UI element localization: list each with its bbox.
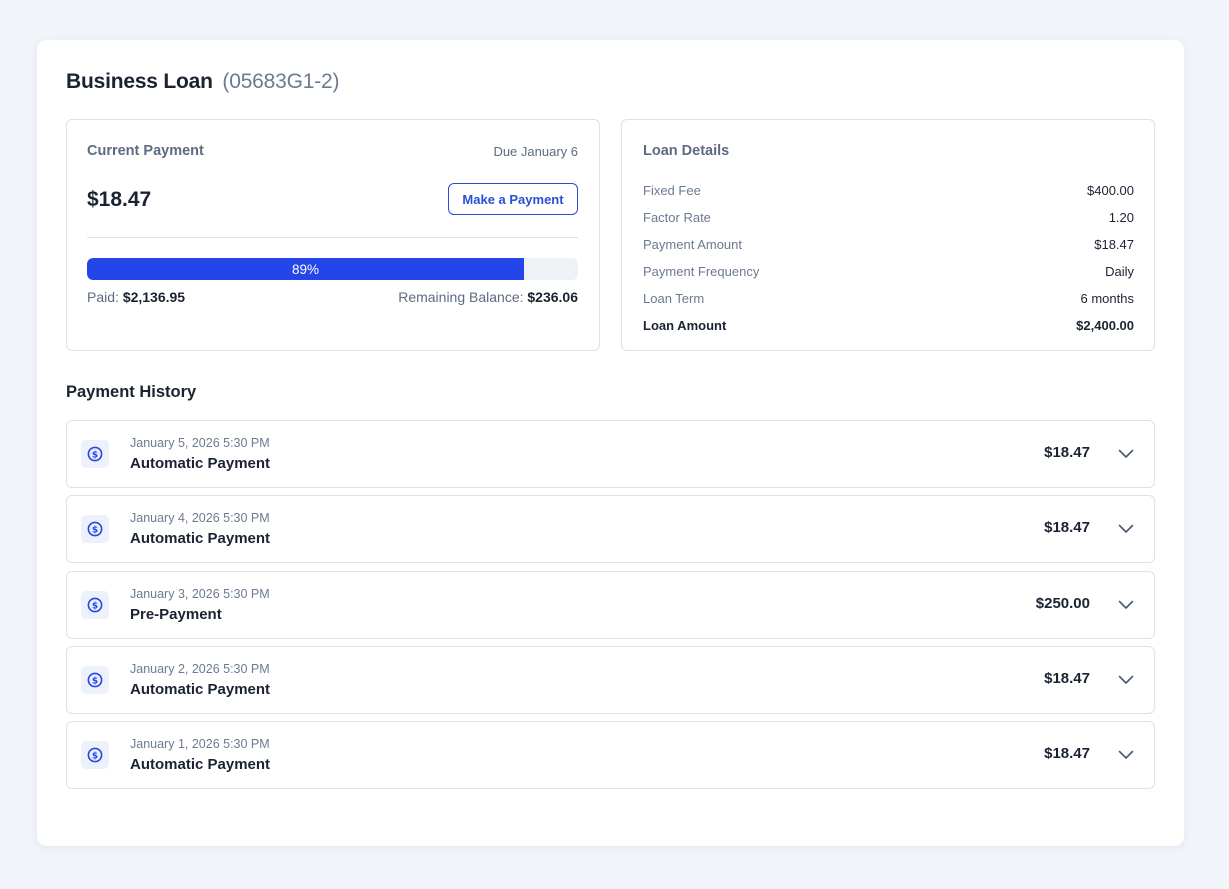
loan-page-card: Business Loan (05683G1-2) Current Paymen… bbox=[37, 40, 1184, 846]
loan-id: (05683G1-2) bbox=[222, 70, 340, 93]
detail-row-payment-frequency: Payment Frequency Daily bbox=[643, 258, 1134, 285]
dollar-circle-icon: $ bbox=[81, 665, 109, 694]
payment-amount: $18.47 bbox=[1044, 745, 1090, 762]
detail-label: Factor Rate bbox=[643, 210, 711, 225]
svg-text:$: $ bbox=[92, 751, 98, 761]
payment-history-row[interactable]: $ January 3, 2026 5:30 PM Pre-Payment $2… bbox=[66, 570, 1155, 639]
dollar-circle-icon: $ bbox=[81, 515, 109, 544]
payment-date: January 1, 2026 5:30 PM bbox=[130, 737, 270, 751]
payment-date: January 2, 2026 5:30 PM bbox=[130, 661, 270, 676]
page-title-text: Business Loan bbox=[66, 70, 213, 93]
payment-history-heading: Payment History bbox=[66, 383, 197, 401]
payment-amount: $18.47 bbox=[1044, 669, 1090, 687]
payment-date: January 4, 2026 5:30 PM bbox=[130, 511, 270, 526]
payment-date: January 5, 2026 5:30 PM bbox=[130, 436, 270, 450]
current-payment-amount: $18.47 bbox=[87, 188, 152, 211]
payment-type: Automatic Payment bbox=[130, 455, 271, 472]
detail-label: Loan Amount bbox=[643, 318, 727, 333]
payment-amount: $18.47 bbox=[1044, 519, 1090, 537]
payment-history-row[interactable]: $ January 2, 2026 5:30 PM Automatic Paym… bbox=[66, 645, 1155, 714]
panel-divider bbox=[87, 237, 578, 238]
remaining-balance-line: Remaining Balance: $236.06 bbox=[398, 289, 578, 305]
svg-text:$: $ bbox=[92, 676, 98, 686]
dollar-circle-icon: $ bbox=[81, 590, 109, 619]
paid-value: $2,136.95 bbox=[122, 289, 186, 305]
svg-text:$: $ bbox=[92, 601, 98, 611]
svg-text:$: $ bbox=[92, 526, 98, 536]
dollar-circle-icon: $ bbox=[81, 440, 109, 468]
payment-date: January 3, 2026 5:30 PM bbox=[130, 586, 270, 601]
payment-type: Automatic Payment bbox=[130, 756, 271, 773]
payment-history-row[interactable]: $ January 1, 2026 5:30 PM Automatic Paym… bbox=[66, 721, 1155, 789]
detail-value: $400.00 bbox=[1087, 183, 1134, 198]
detail-value: $2,400.00 bbox=[1076, 318, 1134, 333]
remaining-label: Remaining Balance: bbox=[398, 289, 524, 305]
chevron-down-icon[interactable] bbox=[1116, 745, 1136, 765]
payment-amount: $250.00 bbox=[1035, 594, 1090, 612]
detail-label: Fixed Fee bbox=[643, 183, 701, 198]
paid-amount-line: Paid: $2,136.95 bbox=[87, 289, 185, 305]
dollar-circle-icon: $ bbox=[81, 741, 109, 769]
payment-type: Pre-Payment bbox=[130, 605, 222, 623]
chevron-down-icon[interactable] bbox=[1116, 670, 1136, 690]
chevron-down-icon[interactable] bbox=[1116, 595, 1136, 615]
chevron-down-icon[interactable] bbox=[1116, 519, 1136, 539]
payment-amount: $18.47 bbox=[1044, 444, 1090, 461]
chevron-down-icon[interactable] bbox=[1116, 444, 1136, 464]
loan-details-list: Fixed Fee $400.00 Factor Rate 1.20 Payme… bbox=[643, 177, 1134, 339]
detail-value: $18.47 bbox=[1094, 237, 1134, 252]
loan-details-heading: Loan Details bbox=[643, 143, 730, 159]
page-title: Business Loan (05683G1-2) bbox=[66, 70, 339, 94]
detail-row-loan-amount: Loan Amount $2,400.00 bbox=[643, 312, 1134, 339]
detail-label: Payment Frequency bbox=[643, 264, 760, 279]
payment-history-row[interactable]: $ January 5, 2026 5:30 PM Automatic Paym… bbox=[66, 420, 1155, 488]
detail-value: Daily bbox=[1105, 264, 1134, 279]
detail-row-loan-term: Loan Term 6 months bbox=[643, 285, 1134, 312]
due-date: Due January 6 bbox=[493, 144, 578, 159]
detail-row-factor-rate: Factor Rate 1.20 bbox=[643, 204, 1134, 231]
remaining-value: $236.06 bbox=[527, 289, 578, 305]
current-payment-heading: Current Payment bbox=[87, 143, 204, 159]
payment-type: Automatic Payment bbox=[130, 680, 271, 698]
detail-value: 1.20 bbox=[1108, 210, 1134, 225]
paid-label: Paid: bbox=[87, 289, 119, 305]
payment-progress-bar: 89% bbox=[87, 258, 578, 280]
payment-history-row[interactable]: $ January 4, 2026 5:30 PM Automatic Paym… bbox=[66, 495, 1155, 564]
make-payment-button[interactable]: Make a Payment bbox=[448, 183, 578, 215]
current-payment-panel: Current Payment Due January 6 $18.47 Mak… bbox=[66, 119, 600, 351]
detail-row-payment-amount: Payment Amount $18.47 bbox=[643, 231, 1134, 258]
payment-history-list: $ January 5, 2026 5:30 PM Automatic Paym… bbox=[66, 420, 1155, 796]
payment-progress-fill bbox=[87, 258, 524, 280]
svg-text:$: $ bbox=[92, 450, 98, 460]
detail-value: 6 months bbox=[1080, 291, 1134, 306]
detail-label: Loan Term bbox=[643, 291, 705, 306]
detail-row-fixed-fee: Fixed Fee $400.00 bbox=[643, 177, 1134, 204]
payment-type: Automatic Payment bbox=[130, 530, 271, 548]
detail-label: Payment Amount bbox=[643, 237, 742, 252]
payment-progress-label: 89% bbox=[291, 261, 319, 277]
loan-details-panel: Loan Details Fixed Fee $400.00 Factor Ra… bbox=[621, 119, 1155, 351]
